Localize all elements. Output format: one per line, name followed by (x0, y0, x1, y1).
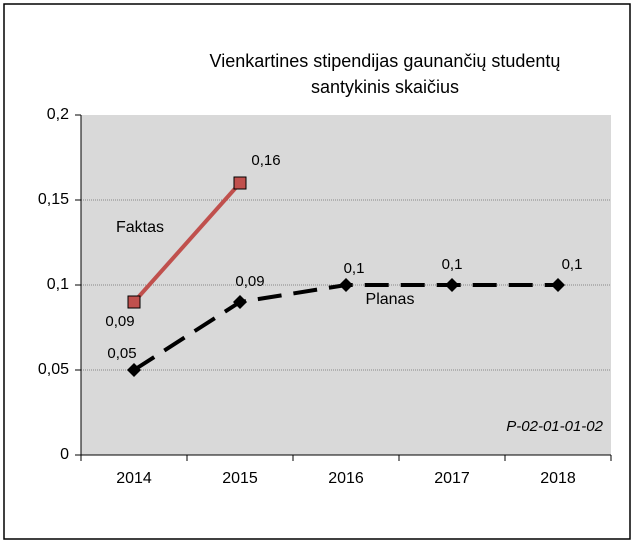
series-line (132, 181, 242, 304)
x-tick-label: 2018 (540, 470, 576, 487)
marker (127, 363, 141, 377)
y-tick-label: 0 (60, 446, 69, 463)
x-tick-label: 2015 (222, 470, 258, 487)
marker (233, 176, 247, 190)
data-label: 0,1 (344, 260, 365, 277)
data-label: 0,09 (235, 273, 264, 290)
x-tick-label: 2017 (434, 470, 470, 487)
marker (445, 278, 459, 292)
marker (233, 295, 247, 309)
series-name: Faktas (116, 219, 164, 236)
marker (551, 278, 565, 292)
marker (127, 295, 141, 309)
series-name: Planas (366, 291, 415, 308)
data-label: 0,05 (107, 345, 136, 362)
data-label: 0,1 (442, 256, 463, 273)
data-label: 0,16 (251, 152, 280, 169)
y-tick-label: 0,2 (47, 106, 69, 123)
x-tick-label: 2014 (116, 470, 152, 487)
marker (339, 278, 353, 292)
annotation: P-02-01-01-02 (506, 418, 603, 435)
y-tick-label: 0,15 (38, 191, 69, 208)
y-tick-label: 0,05 (38, 361, 69, 378)
data-label: 0,1 (562, 256, 583, 273)
chart-title: santykinis skaičius (311, 77, 459, 97)
y-tick-label: 0,1 (47, 276, 69, 293)
chart-title: Vienkartines stipendijas gaunančių stude… (210, 51, 561, 71)
x-tick-label: 2016 (328, 470, 364, 487)
data-label: 0,09 (105, 313, 134, 330)
